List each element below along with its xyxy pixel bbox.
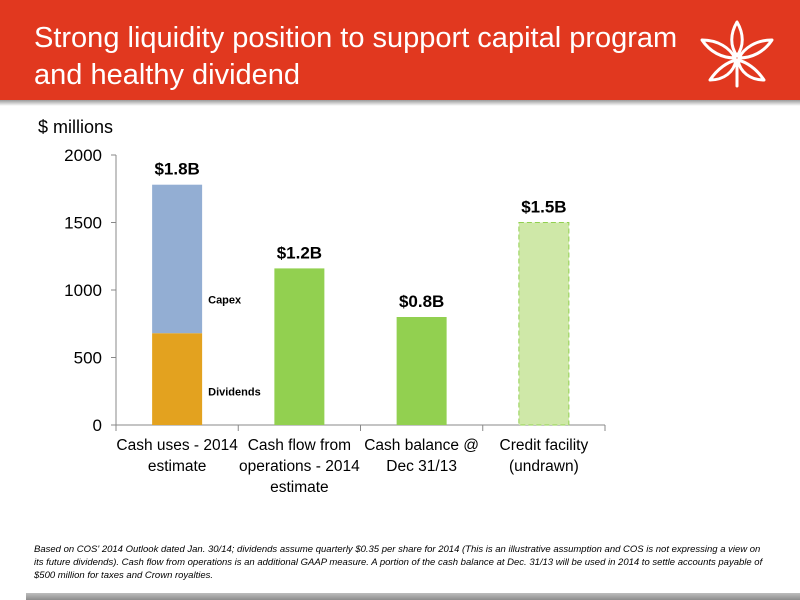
x-category-label: operations - 2014 bbox=[239, 458, 360, 475]
y-tick-label: 0 bbox=[93, 416, 102, 435]
y-tick-label: 1000 bbox=[64, 281, 102, 300]
bar-total-label: $1.8B bbox=[154, 160, 199, 179]
x-category-label: Cash balance @ bbox=[364, 437, 479, 454]
bar-total-label: $1.2B bbox=[277, 243, 322, 262]
x-category-label: (undrawn) bbox=[509, 458, 579, 475]
slide-title: Strong liquidity position to support cap… bbox=[34, 22, 678, 91]
x-category-label: Cash flow from bbox=[248, 437, 351, 454]
footnote: Based on COS' 2014 Outlook dated Jan. 30… bbox=[34, 544, 763, 581]
x-category-label: Cash uses - 2014 bbox=[116, 437, 238, 454]
title-banner bbox=[0, 0, 800, 100]
x-category-label: Dec 31/13 bbox=[386, 458, 457, 475]
x-category-label: estimate bbox=[148, 458, 207, 475]
bar-segment bbox=[396, 317, 447, 425]
y-axis-unit-label: $ millions bbox=[38, 117, 114, 137]
x-category-label: estimate bbox=[270, 479, 329, 496]
bar-segment-capex bbox=[152, 184, 203, 334]
segment-label-capex: Capex bbox=[208, 295, 242, 307]
bar-segment-dividends bbox=[152, 333, 203, 425]
y-tick-label: 2000 bbox=[64, 146, 102, 165]
leaf-flower-logo-icon bbox=[700, 20, 774, 88]
bar-total-label: $0.8B bbox=[399, 292, 444, 311]
bar-segment bbox=[274, 268, 325, 425]
bar-total-label: $1.5B bbox=[521, 198, 566, 217]
y-tick-label: 500 bbox=[74, 349, 102, 368]
y-tick-label: 1500 bbox=[64, 214, 102, 233]
x-category-label: Credit facility bbox=[500, 437, 589, 454]
bar-segment bbox=[518, 222, 570, 426]
liquidity-bar-chart: 0 500 1000 1500 2000 $1.8B Cash uses - 2014 est… bbox=[64, 146, 606, 496]
segment-label-dividends: Dividends bbox=[208, 387, 261, 399]
banner-shadow bbox=[0, 100, 800, 106]
footer-bar bbox=[26, 593, 800, 600]
